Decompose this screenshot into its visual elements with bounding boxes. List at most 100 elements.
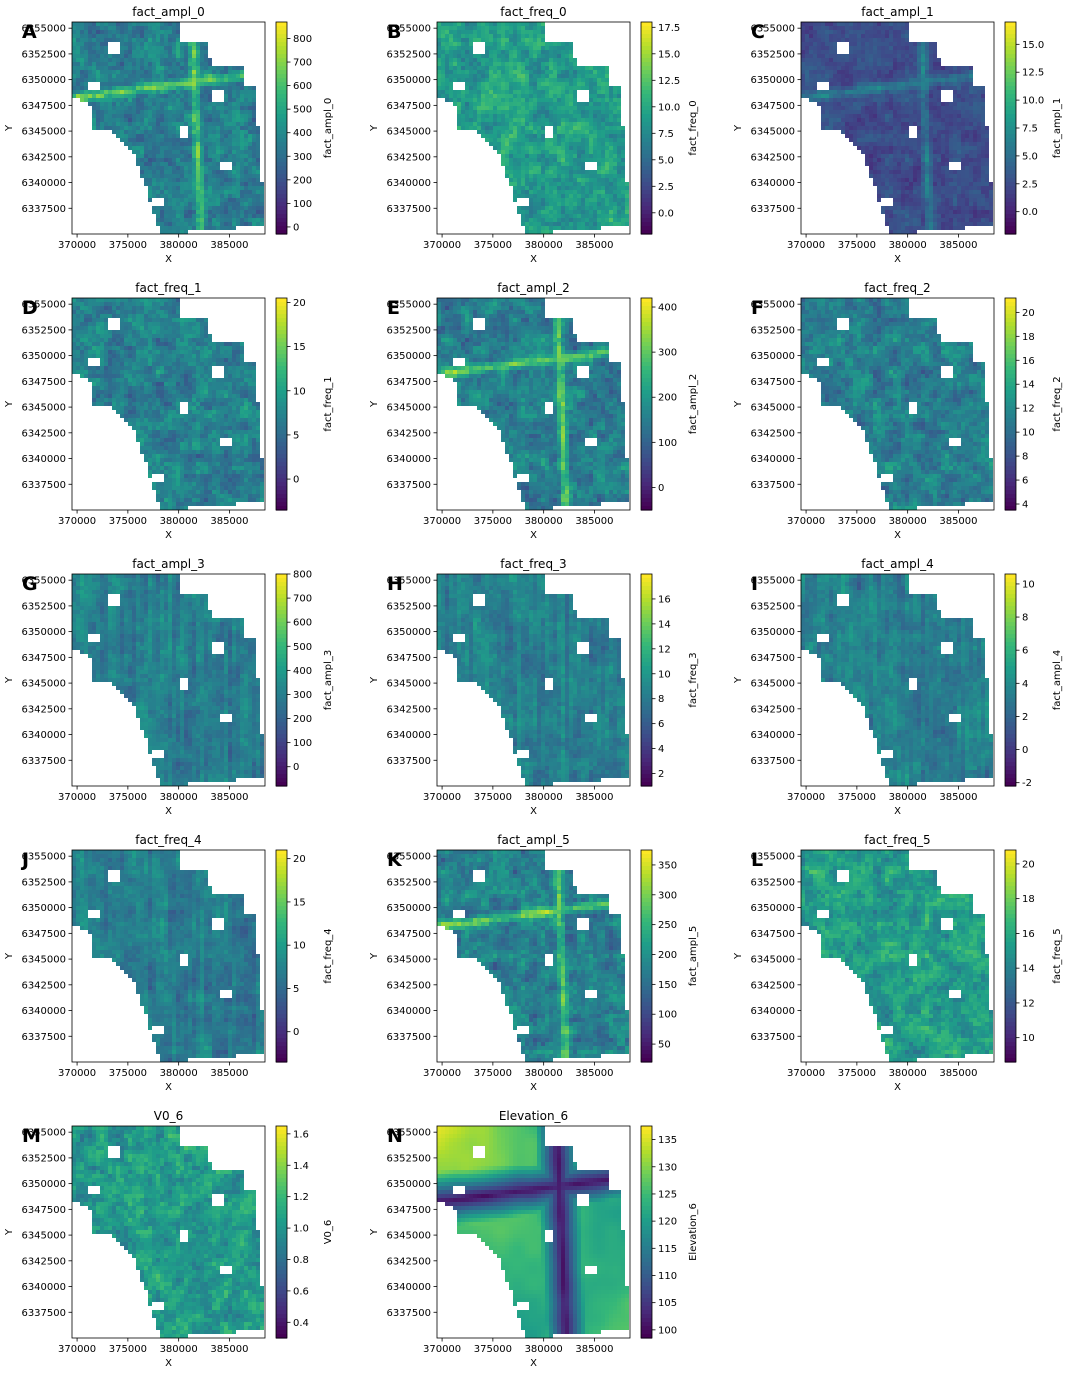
- heatmap-cell: [877, 58, 881, 62]
- heatmap-cell: [164, 46, 168, 50]
- heatmap-cell: [220, 218, 224, 222]
- heatmap-cell: [905, 86, 909, 90]
- heatmap-cell: [577, 186, 581, 190]
- heatmap-cell: [801, 62, 805, 66]
- heatmap-cell: [801, 86, 805, 90]
- heatmap-cell: [513, 46, 517, 50]
- heatmap-cell: [897, 50, 901, 54]
- heatmap-cell: [220, 182, 224, 186]
- heatmap-cell: [188, 146, 192, 150]
- heatmap-cell: [477, 114, 481, 118]
- heatmap-cell: [913, 138, 917, 142]
- heatmap-cell: [477, 58, 481, 62]
- heatmap-cell: [172, 98, 176, 102]
- heatmap-cell: [248, 162, 252, 166]
- heatmap-cell: [853, 102, 857, 106]
- heatmap-cell: [120, 22, 124, 26]
- heatmap-cell: [112, 34, 116, 38]
- heatmap-cell: [577, 170, 581, 174]
- heatmap-cell: [553, 90, 557, 94]
- heatmap-cell: [893, 58, 897, 62]
- heatmap-cell: [889, 74, 893, 78]
- heatmap-cell: [841, 26, 845, 30]
- heatmap-cell: [485, 122, 489, 126]
- heatmap-cell: [573, 174, 577, 178]
- heatmap-cell: [192, 114, 196, 118]
- heatmap-cell: [877, 30, 881, 34]
- heatmap-cell: [621, 218, 625, 222]
- heatmap-cell: [224, 190, 228, 194]
- heatmap-cell: [160, 210, 164, 214]
- heatmap-cell: [517, 90, 521, 94]
- heatmap-cell: [865, 106, 869, 110]
- heatmap-cell: [513, 70, 517, 74]
- heatmap-cell: [120, 86, 124, 90]
- heatmap-cell: [172, 74, 176, 78]
- heatmap-cell: [92, 66, 96, 70]
- heatmap-cell: [901, 122, 905, 126]
- heatmap-cell: [160, 106, 164, 110]
- heatmap-cell: [941, 102, 945, 106]
- heatmap-cell: [156, 106, 160, 110]
- heatmap-cell: [889, 150, 893, 154]
- heatmap-cell: [605, 214, 609, 218]
- heatmap-cell: [581, 110, 585, 114]
- heatmap-cell: [869, 86, 873, 90]
- heatmap-cell: [204, 214, 208, 218]
- heatmap-cell: [437, 38, 441, 42]
- heatmap-cell: [925, 58, 929, 62]
- heatmap-cell: [204, 50, 208, 54]
- heatmap-cell: [501, 146, 505, 150]
- heatmap-cell: [529, 118, 533, 122]
- heatmap-cell: [176, 122, 180, 126]
- heatmap-cell: [76, 38, 80, 42]
- heatmap-cell: [224, 210, 228, 214]
- heatmap-cell: [525, 230, 529, 234]
- heatmap-cell: [881, 146, 885, 150]
- heatmap-cell: [72, 82, 76, 86]
- heatmap-cell: [613, 98, 617, 102]
- heatmap-cell: [545, 226, 549, 230]
- heatmap-cell: [897, 106, 901, 110]
- heatmap-cell: [977, 130, 981, 134]
- heatmap-cell: [180, 106, 184, 110]
- heatmap-cell: [168, 122, 172, 126]
- heatmap-cell: [865, 146, 869, 150]
- heatmap-cell: [829, 110, 833, 114]
- x-tick-label: 370000: [58, 240, 96, 251]
- heatmap-cell: [160, 134, 164, 138]
- heatmap-cell: [252, 194, 256, 198]
- heatmap-cell: [937, 82, 941, 86]
- heatmap-cell: [505, 70, 509, 74]
- heatmap-cell: [72, 94, 76, 98]
- heatmap-cell: [172, 82, 176, 86]
- heatmap-cell: [921, 118, 925, 122]
- heatmap-cell: [845, 78, 849, 82]
- heatmap-cell: [853, 74, 857, 78]
- heatmap-cell: [148, 130, 152, 134]
- heatmap-cell: [473, 110, 477, 114]
- heatmap-cell: [152, 174, 156, 178]
- heatmap-cell: [965, 162, 969, 166]
- heatmap-cell: [216, 78, 220, 82]
- heatmap-cell: [232, 134, 236, 138]
- heatmap-cell: [112, 62, 116, 66]
- heatmap-cell: [224, 226, 228, 230]
- heatmap-cell: [148, 78, 152, 82]
- heatmap-cell: [232, 154, 236, 158]
- heatmap-cell: [513, 174, 517, 178]
- heatmap-cell: [945, 86, 949, 90]
- heatmap-cell: [513, 178, 517, 182]
- heatmap-cell: [897, 150, 901, 154]
- heatmap-cell: [869, 142, 873, 146]
- heatmap-cell: [200, 190, 204, 194]
- heatmap-cell: [533, 186, 537, 190]
- heatmap-cell: [889, 106, 893, 110]
- heatmap-cell: [132, 126, 136, 130]
- heatmap-cell: [541, 218, 545, 222]
- heatmap-cell: [945, 118, 949, 122]
- heatmap-cell: [865, 70, 869, 74]
- heatmap-cell: [957, 98, 961, 102]
- heatmap-cell: [128, 138, 132, 142]
- heatmap-cell: [140, 94, 144, 98]
